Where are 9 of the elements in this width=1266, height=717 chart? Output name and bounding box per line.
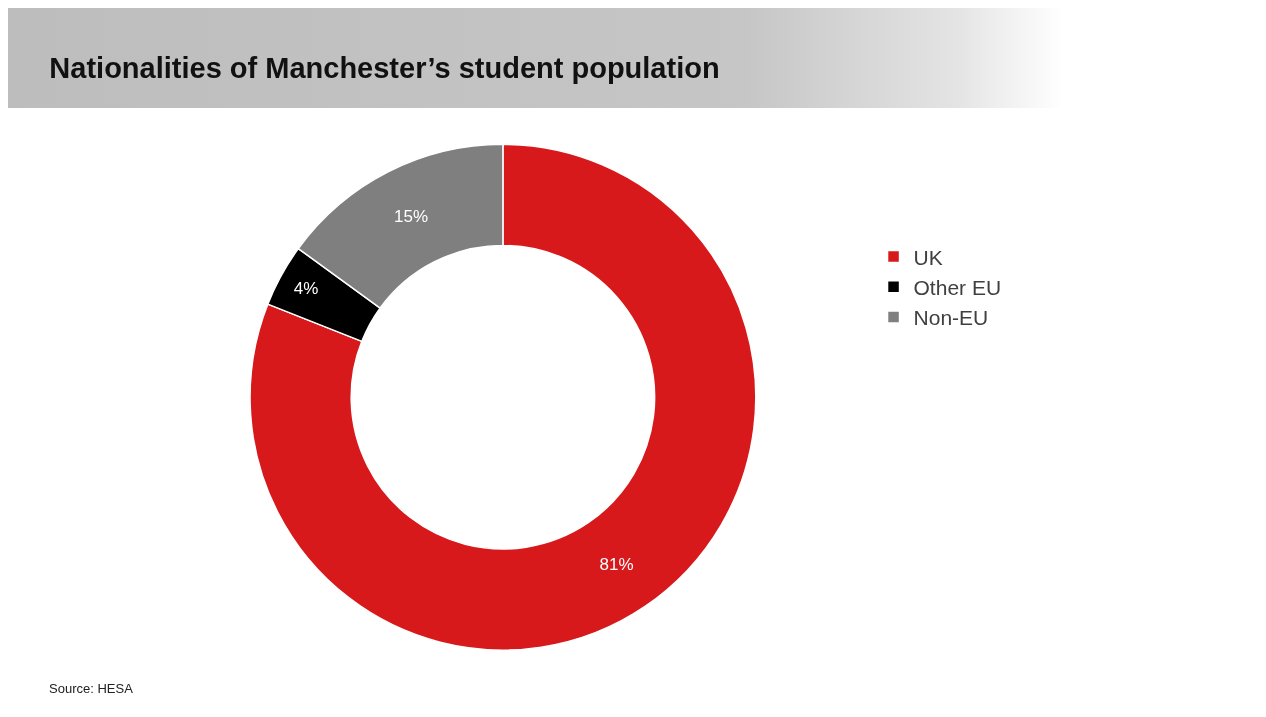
legend-label: UK [913,245,943,269]
legend-label: Other EU [913,275,1002,299]
donut-slice [249,143,757,651]
chart-title: Nationalities of Manchester’s student population [49,52,720,85]
data-label: 81% [599,555,634,575]
data-label: 15% [394,207,429,227]
legend-label: Non-EU [913,306,989,330]
data-label: 4% [293,279,319,299]
source-note: Source: HESA [49,681,134,696]
